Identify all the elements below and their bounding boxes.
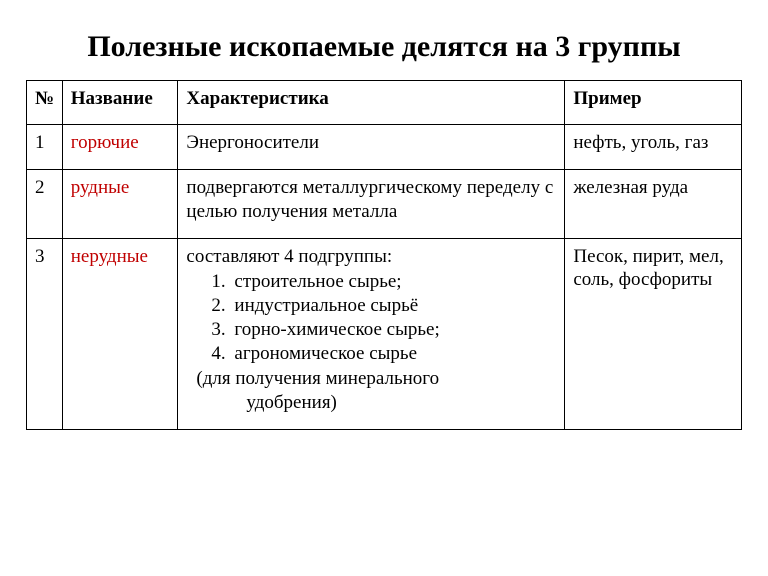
col-header-name: Название — [62, 80, 178, 125]
cell-name: рудные — [62, 170, 178, 239]
char-intro: составляют 4 подгруппы: — [186, 245, 556, 269]
char-list-item: строительное сырье; — [230, 270, 556, 294]
table-header-row: № Название Характеристика Пример — [27, 80, 742, 125]
char-list-item: индустриальное сырьё — [230, 294, 556, 318]
char-list: строительное сырье; индустриальное сырьё… — [186, 270, 556, 365]
cell-characteristic: Энергоносители — [178, 125, 565, 170]
cell-number: 1 — [27, 125, 63, 170]
cell-number: 2 — [27, 170, 63, 239]
char-list-item: агрономическое сырье — [230, 342, 556, 366]
char-note-line1: (для получения минерального — [186, 367, 556, 391]
cell-example: железная руда — [565, 170, 742, 239]
cell-name: нерудные — [62, 238, 178, 429]
cell-characteristic: подвергаются металлургическому переделу … — [178, 170, 565, 239]
cell-example: нефть, уголь, газ — [565, 125, 742, 170]
col-header-example: Пример — [565, 80, 742, 125]
cell-characteristic: составляют 4 подгруппы: строительное сыр… — [178, 238, 565, 429]
table-row: 2 рудные подвергаются металлургическому … — [27, 170, 742, 239]
col-header-number: № — [27, 80, 63, 125]
table-row: 3 нерудные составляют 4 подгруппы: строи… — [27, 238, 742, 429]
minerals-table: № Название Характеристика Пример 1 горюч… — [26, 80, 742, 430]
char-note-line2: удобрения) — [186, 391, 556, 415]
table-row: 1 горючие Энергоносители нефть, уголь, г… — [27, 125, 742, 170]
char-list-item: горно-химическое сырье; — [230, 318, 556, 342]
cell-example: Песок, пирит, мел, соль, фосфориты — [565, 238, 742, 429]
col-header-char: Характеристика — [178, 80, 565, 125]
page-title: Полезные ископаемые делятся на 3 группы — [26, 28, 742, 66]
page: Полезные ископаемые делятся на 3 группы … — [0, 0, 768, 576]
cell-name: горючие — [62, 125, 178, 170]
cell-number: 3 — [27, 238, 63, 429]
